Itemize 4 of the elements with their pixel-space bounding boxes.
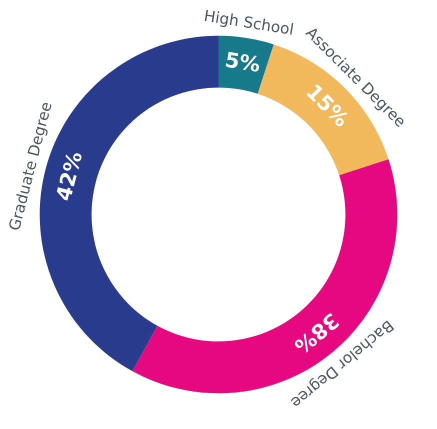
slice-label: High School bbox=[204, 9, 294, 38]
donut-slice bbox=[218, 36, 274, 94]
data-label: 42% bbox=[55, 150, 82, 202]
data-label: 5% bbox=[226, 51, 261, 72]
